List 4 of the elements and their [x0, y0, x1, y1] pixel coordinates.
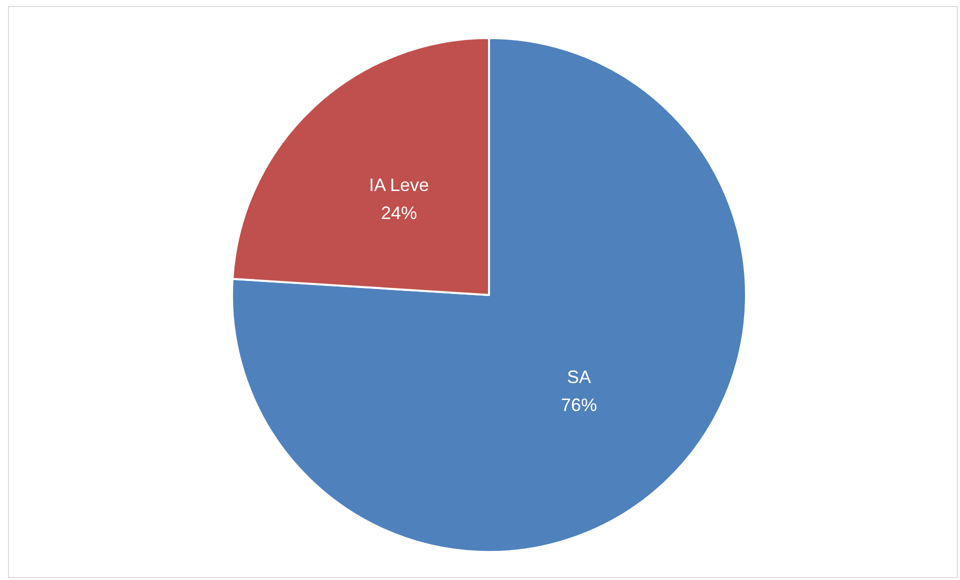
data-label: 24%: [380, 203, 417, 224]
data-label: 76%: [561, 394, 598, 415]
slice-label: SA: [567, 366, 592, 387]
slice-label: IA Leve: [368, 175, 430, 196]
